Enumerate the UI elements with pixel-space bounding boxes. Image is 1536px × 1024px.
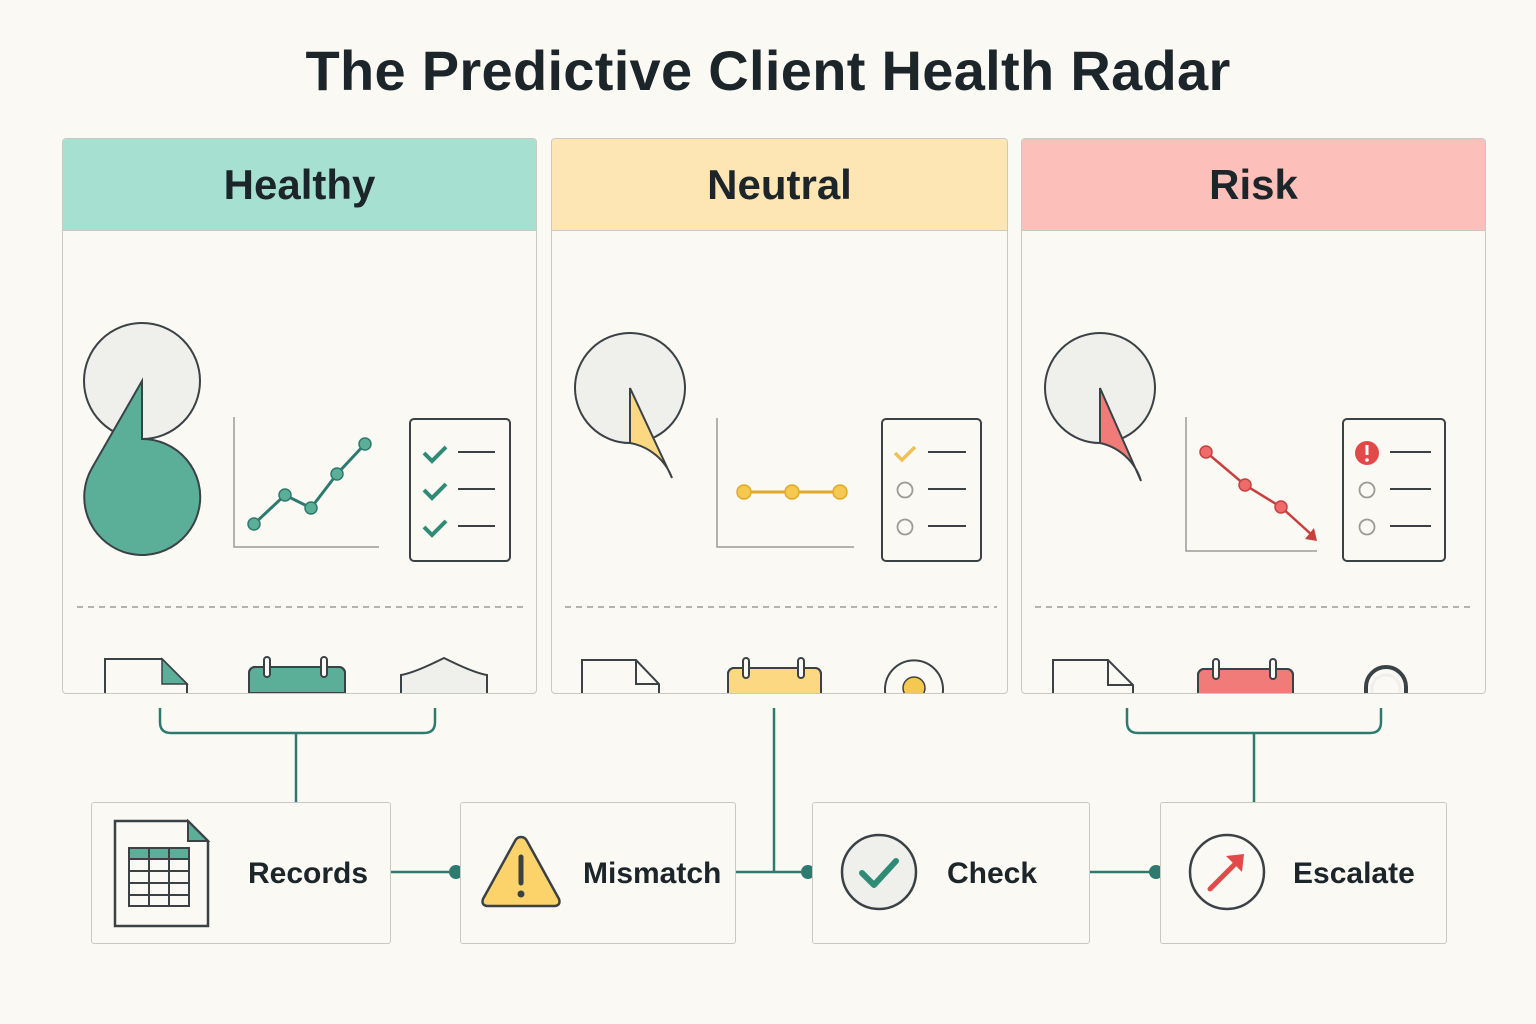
escalate-arrow-icon [1188, 833, 1266, 911]
neutral-label: Neutral [707, 160, 852, 208]
pie-chart-icon [1044, 332, 1156, 482]
step-mismatch: Mismatch [460, 802, 736, 944]
shield-check-icon [400, 656, 488, 693]
page-title: The Predictive Client Health Radar [305, 39, 1231, 102]
neutral-panel: Neutral [551, 138, 1008, 694]
healthy-label: Healthy [223, 160, 376, 208]
checklist-icon [409, 418, 511, 562]
warning-icon [481, 835, 561, 908]
step-escalate: Escalate [1160, 802, 1447, 944]
checklist-icon [881, 418, 982, 562]
step-records-label: Records [248, 857, 369, 890]
spreadsheet-icon [113, 818, 211, 928]
healthy-header: Healthy [63, 139, 536, 231]
line-chart-up-icon [233, 417, 379, 548]
pie-chart-icon [83, 322, 202, 556]
document-alert-icon [1052, 659, 1134, 693]
healthy-panel: Healthy [62, 138, 537, 694]
document-icon [581, 659, 660, 693]
check-circle-icon [840, 833, 918, 911]
calendar-icon [727, 657, 822, 693]
neutral-header: Neutral [552, 139, 1007, 231]
location-pin-icon [884, 659, 944, 693]
step-mismatch-label: Mismatch [583, 857, 722, 890]
checklist-icon [1342, 418, 1446, 562]
line-chart-down-icon [1185, 417, 1317, 552]
line-chart-flat-icon [716, 418, 854, 548]
calendar-icon [1197, 658, 1294, 693]
risk-panel: Risk [1021, 138, 1486, 694]
risk-header: Risk [1022, 139, 1485, 231]
pie-chart-icon [574, 332, 686, 479]
document-icon [104, 657, 189, 693]
step-check-label: Check [947, 857, 1038, 890]
step-records: Records [91, 802, 391, 944]
risk-label: Risk [1209, 160, 1298, 208]
calendar-icon [248, 656, 346, 693]
padlock-icon [1364, 665, 1408, 693]
step-check: Check [812, 802, 1090, 944]
step-escalate-label: Escalate [1293, 857, 1415, 890]
